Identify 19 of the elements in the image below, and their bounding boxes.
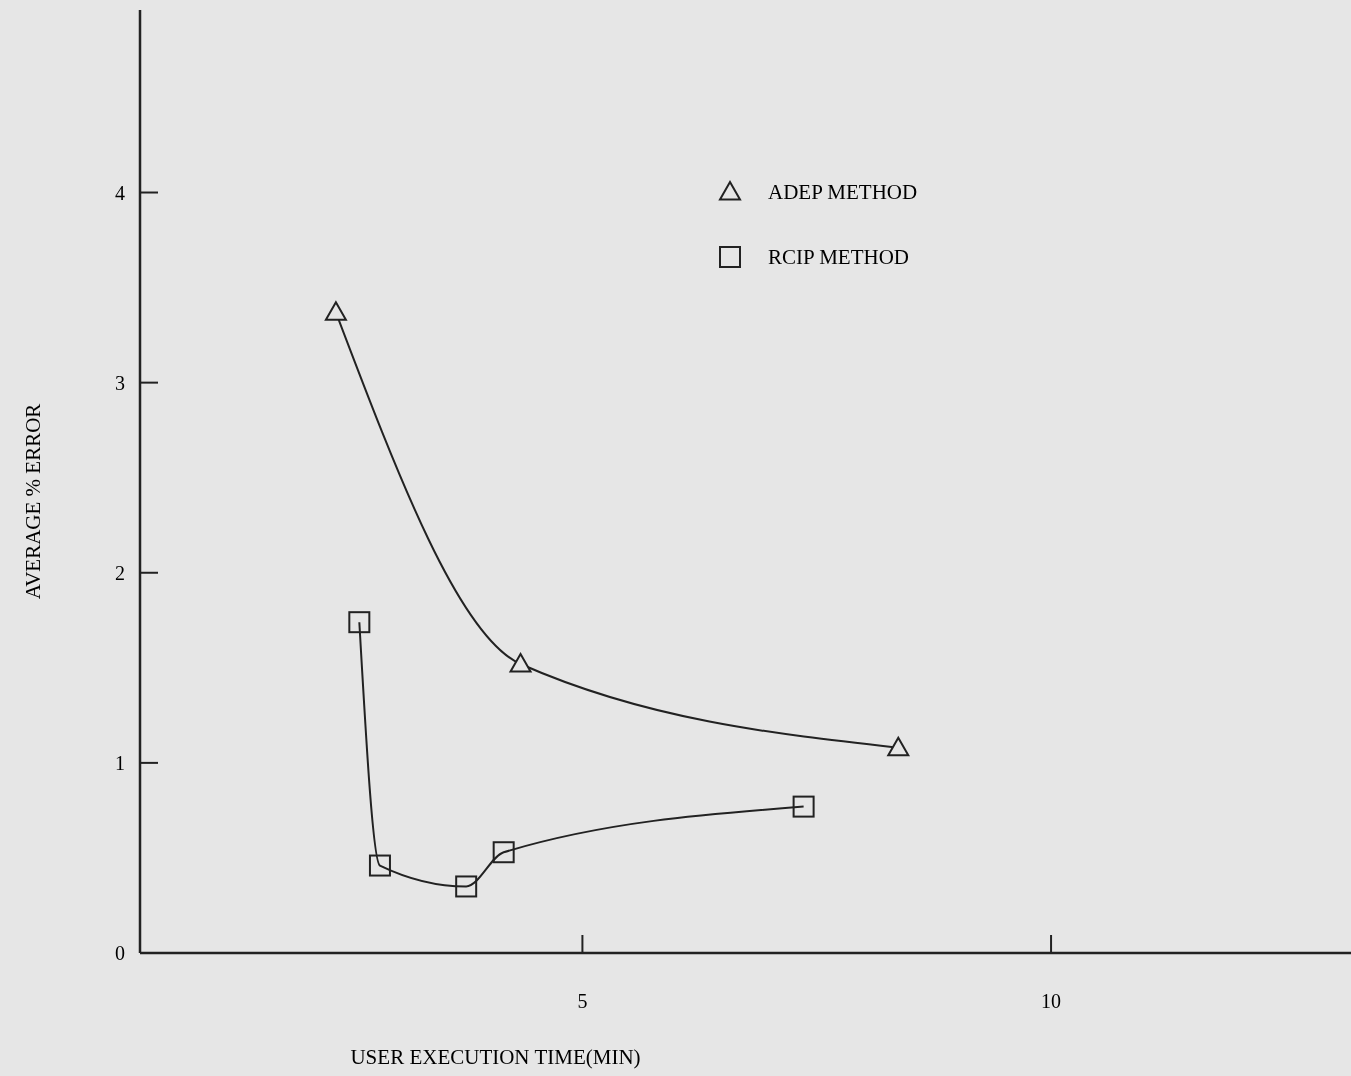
y-tick-label: 4 (115, 181, 125, 204)
point (324, 301, 347, 321)
point (368, 854, 391, 877)
point (792, 795, 815, 818)
y-tick-label: 3 (115, 371, 125, 394)
legend-label: RCIP METHOD (768, 245, 909, 269)
legend-label: ADEP METHOD (768, 180, 918, 204)
x-axis-title: USER EXECUTION TIME(MIN) (350, 1045, 641, 1069)
point (887, 736, 910, 757)
x-tick-label: 5 (577, 990, 588, 1012)
y-tick-label: 2 (115, 561, 125, 584)
y-axis-title: AVERAGE % ERROR (21, 403, 45, 600)
point (455, 875, 478, 898)
y-tick-label: 0 (115, 942, 125, 964)
point (492, 841, 515, 864)
x-tick-label: 10 (1041, 990, 1062, 1012)
point (509, 653, 532, 673)
point (348, 611, 371, 634)
y-tick-label: 1 (115, 751, 125, 774)
